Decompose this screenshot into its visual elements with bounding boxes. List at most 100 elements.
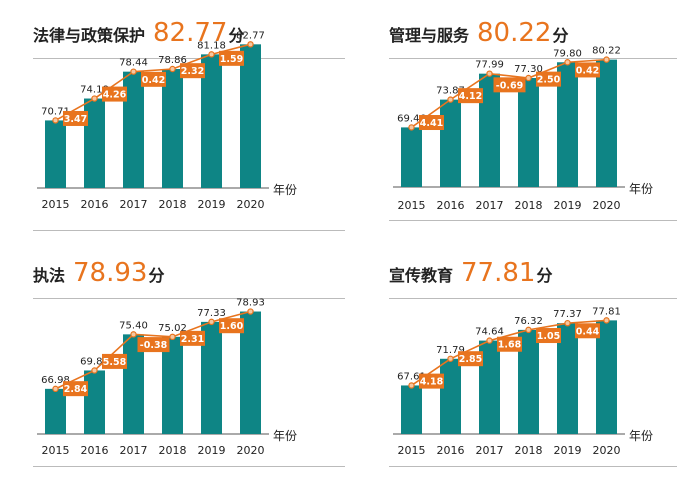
title-divider	[389, 58, 677, 59]
x-tick-2019: 2019	[198, 198, 226, 211]
x-axis-unit-label: 年份	[629, 429, 653, 443]
trend-marker-2019	[208, 51, 215, 58]
x-tick-2019: 2019	[198, 444, 226, 457]
change-label-2016: 2.84	[64, 384, 88, 395]
change-box-2018	[497, 336, 522, 352]
change-label-2016: 3.47	[64, 114, 87, 125]
bar-2017	[123, 334, 144, 434]
trend-marker-2019	[564, 59, 571, 66]
score-unit: 分	[148, 266, 165, 285]
x-tick-2019: 2019	[554, 199, 582, 212]
trend-marker-2018	[169, 65, 176, 73]
value-label-2018: 75.02	[158, 323, 187, 334]
bar-2019	[557, 323, 578, 434]
bar-2015	[45, 388, 66, 434]
value-label-2019: 77.37	[553, 309, 582, 320]
bar-2017	[479, 340, 500, 434]
trend-marker-2018	[169, 333, 176, 341]
chart-legal-policy: 70.71 2015 74.18 2016 78.44 2017 78.86 2018 81.1…	[37, 30, 297, 211]
x-tick-2016: 2016	[437, 444, 465, 457]
value-label-2020: 82.77	[236, 30, 265, 41]
value-label-2016: 69.82	[80, 356, 109, 367]
bar-2016	[84, 98, 105, 188]
change-label-2017: 4.12	[459, 91, 482, 102]
panel-title: 法律与政策保护 82.77 分	[33, 18, 244, 52]
value-label-2016: 74.18	[80, 85, 109, 96]
x-tick-2018: 2018	[515, 199, 543, 212]
bar-2015	[45, 120, 66, 188]
change-label-2016: 4.18	[420, 377, 444, 388]
panel-title-name: 执法	[33, 266, 66, 285]
change-label-2020: 1.59	[220, 54, 243, 65]
change-box-2018	[137, 337, 170, 353]
value-label-2017: 77.99	[475, 60, 504, 71]
change-box-2019	[180, 330, 205, 346]
change-label-2016: 4.41	[420, 118, 443, 129]
change-box-2019	[180, 63, 205, 79]
trend-line	[411, 319, 607, 387]
trend-marker-2015	[52, 385, 59, 393]
x-tick-2020: 2020	[593, 444, 621, 457]
value-label-2020: 78.93	[236, 298, 265, 309]
change-box-2017	[102, 353, 127, 369]
value-label-2018: 77.30	[514, 64, 543, 75]
trend-marker-2020	[603, 317, 610, 324]
trend-line	[55, 310, 251, 390]
value-label-2015: 69.46	[397, 113, 426, 124]
bottom-divider	[389, 466, 677, 467]
chart-management-service: 69.46 2015 73.87 2016 77.99 2017 77.30 2018 79.8…	[393, 46, 653, 212]
change-box-2017	[458, 88, 483, 104]
trend-marker-2018	[525, 74, 532, 82]
x-tick-2019: 2019	[554, 444, 582, 457]
change-label-2019: 2.50	[537, 75, 561, 86]
panel-legal-policy: 法律与政策保护 82.77 分 70.71 2015 74.18 2016 78.44 2…	[33, 18, 353, 248]
x-tick-2016: 2016	[81, 444, 109, 457]
change-box-2019	[536, 71, 561, 87]
trend-marker-2017	[130, 68, 137, 75]
x-axis-unit-label: 年份	[273, 429, 297, 443]
bar-2020	[240, 311, 261, 434]
trend-marker-2015	[52, 117, 59, 124]
panel-score: 77.81	[461, 258, 536, 288]
value-label-2016: 73.87	[436, 86, 465, 97]
trend-marker-2019	[564, 319, 571, 327]
panel-publicity-education: 宣传教育 77.81 分 67.61 2015 71.79 2016 74.64 2017…	[389, 258, 677, 488]
trend-marker-2016	[447, 96, 454, 103]
panel-title: 宣传教育 77.81 分	[389, 258, 552, 292]
bar-2018	[518, 78, 539, 187]
change-box-2020	[219, 318, 244, 334]
change-label-2017: 5.58	[103, 357, 127, 368]
change-box-2016	[419, 373, 444, 389]
x-tick-2018: 2018	[159, 198, 187, 211]
change-box-2016	[63, 381, 88, 397]
panel-score: 82.77	[153, 18, 228, 48]
change-label-2017: 4.26	[103, 90, 127, 101]
panel-title-name: 管理与服务	[389, 26, 470, 45]
change-box-2017	[458, 351, 483, 367]
change-label-2019: 2.32	[181, 66, 204, 77]
bar-2016	[440, 99, 461, 187]
change-label-2019: 2.31	[181, 334, 204, 345]
change-label-2020: 0.44	[576, 326, 600, 337]
bottom-divider	[389, 220, 677, 221]
trend-marker-2020	[603, 56, 610, 63]
change-label-2019: 1.05	[537, 331, 560, 342]
value-label-2015: 67.61	[397, 371, 426, 382]
bar-2016	[440, 358, 461, 434]
trend-line	[55, 43, 251, 122]
trend-marker-2020	[247, 41, 254, 48]
score-unit: 分	[552, 26, 569, 45]
x-tick-2017: 2017	[120, 198, 148, 211]
chart-enforcement: 66.98 2015 69.82 2016 75.40 2017 75.02 2018 77.3…	[37, 298, 297, 457]
change-box-2016	[419, 115, 444, 131]
change-label-2018: 1.68	[498, 340, 522, 351]
change-label-2018: 0.42	[142, 75, 165, 86]
change-box-2016	[63, 110, 88, 126]
change-box-2020	[575, 323, 600, 339]
bottom-divider	[33, 230, 345, 231]
panel-title-name: 宣传教育	[389, 266, 454, 285]
bar-2015	[401, 127, 422, 187]
score-unit: 分	[228, 26, 245, 45]
change-box-2018	[493, 77, 526, 93]
value-label-2015: 70.71	[41, 106, 70, 117]
